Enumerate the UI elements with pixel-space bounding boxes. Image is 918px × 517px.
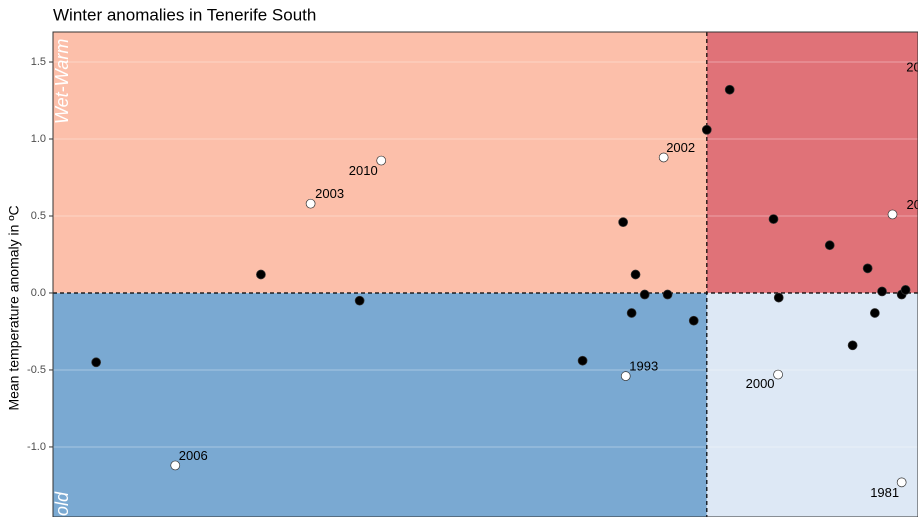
- point-label: 2006: [179, 448, 208, 463]
- point: [376, 155, 387, 166]
- chart-title: Winter anomalies in Tenerife South: [53, 5, 316, 24]
- point: [305, 198, 316, 209]
- point-label: 1993: [629, 359, 658, 374]
- plot-area: Wet-Warm old 20 2010 2003 2002 1993 2000 2006 20 1…: [52, 32, 918, 517]
- point: [773, 369, 783, 380]
- quadrant-label: Wet-Warm: [52, 39, 72, 124]
- point: [887, 209, 898, 220]
- point: [658, 152, 669, 163]
- point: [701, 124, 712, 135]
- point: [662, 289, 673, 300]
- point: [620, 371, 631, 381]
- point: [773, 292, 784, 303]
- point: [630, 269, 641, 280]
- y-tick-label: 1.0: [31, 133, 46, 145]
- point: [91, 357, 102, 368]
- point: [768, 214, 779, 224]
- quadrant: [706, 292, 918, 517]
- y-tick-label: 0.5: [31, 210, 46, 222]
- point-label: 201: [907, 197, 918, 212]
- plot-border: [52, 31, 918, 517]
- annotation: 20: [906, 60, 918, 75]
- point: [877, 286, 887, 297]
- point: [869, 308, 880, 318]
- point: [896, 477, 907, 488]
- point: [170, 460, 181, 471]
- y-tick-label: -0.5: [27, 364, 46, 376]
- point-label: 2003: [315, 186, 344, 201]
- point: [626, 308, 637, 318]
- y-tick-label: 1.5: [31, 56, 46, 68]
- y-axis-label: Mean temperature anomaly in ºC: [6, 205, 22, 410]
- point-label: 2010: [349, 163, 378, 178]
- point: [639, 289, 650, 300]
- quadrant-label: old: [52, 491, 72, 516]
- point: [688, 315, 699, 326]
- point-label: 2000: [746, 376, 775, 391]
- quadrant: [53, 292, 707, 517]
- y-tick-label: -1.0: [27, 441, 46, 453]
- point: [577, 355, 588, 366]
- point: [256, 269, 266, 280]
- point: [354, 295, 365, 306]
- point-label: 1981: [870, 485, 899, 500]
- point: [900, 285, 911, 295]
- point: [847, 340, 858, 351]
- y-axis: -1.0 -0.5 0.0 0.5 1.0 1.5: [27, 56, 53, 453]
- point: [618, 217, 628, 228]
- point: [824, 240, 835, 251]
- point: [862, 263, 873, 274]
- y-tick-label: 0.0: [31, 287, 46, 299]
- quadrant: [706, 32, 918, 293]
- point-label: 2002: [666, 140, 695, 155]
- point: [724, 84, 735, 95]
